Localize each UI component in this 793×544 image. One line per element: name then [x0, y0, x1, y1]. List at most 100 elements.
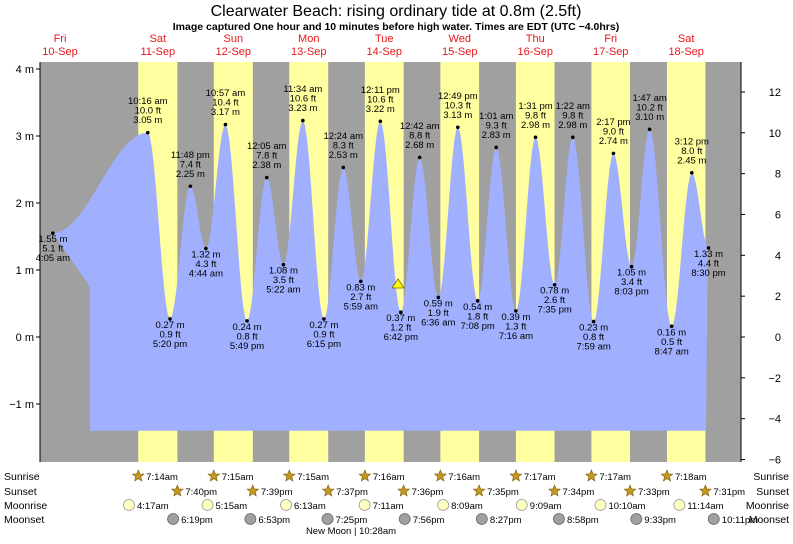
- tide-height-label: 0.59 m: [424, 299, 453, 310]
- tide-ft-label: 10.4 ft: [212, 98, 239, 109]
- left-tick-label: 3 m: [16, 131, 34, 143]
- tide-height-label: 0.27 m: [309, 320, 338, 331]
- right-tick-label: −2: [768, 373, 781, 385]
- tide-point: [378, 119, 383, 124]
- tide-point: [647, 127, 652, 132]
- tide-point: [436, 295, 441, 300]
- high-tide-label: 12:05 am7.8 ft2.38 m: [247, 141, 287, 180]
- tide-ft-label: 2.7 ft: [350, 292, 371, 303]
- tide-time-label: 7:59 am: [576, 342, 610, 353]
- tide-time-label: 12:24 am: [323, 131, 363, 142]
- tide-ft-label: 8.0 ft: [681, 146, 702, 157]
- day-name-label: Sat: [150, 33, 167, 45]
- tide-point: [570, 135, 575, 140]
- tide-time-label: 8:03 pm: [614, 287, 648, 298]
- moonset-icon: [167, 513, 180, 525]
- high-tide-label: 12:24 am8.3 ft2.53 m: [323, 131, 363, 170]
- tide-ft-label: 9.8 ft: [562, 110, 583, 121]
- tide-ft-label: 0.8 ft: [583, 332, 604, 343]
- tide-height-label: 3.13 m: [443, 110, 472, 121]
- sunrise-time: 7:17am: [524, 472, 556, 483]
- sunset-icon: [548, 484, 562, 497]
- tide-height-label: 2.83 m: [482, 130, 511, 141]
- tide-point: [51, 231, 55, 235]
- sunrise-icon: [282, 469, 296, 482]
- tide-height-label: 0.83 m: [346, 282, 375, 293]
- tide-time-label: 6:36 am: [421, 318, 455, 329]
- sunset-icon: [170, 484, 184, 497]
- low-tide-label: 0.83 m2.7 ft5:59 am: [344, 279, 378, 312]
- tide-point: [552, 282, 557, 287]
- right-tick-label: 12: [769, 87, 781, 99]
- low-tide-label: 0.27 m0.9 ft5:20 pm: [153, 317, 187, 350]
- tide-point: [494, 145, 498, 150]
- right-tick-label: 0: [775, 332, 781, 344]
- tide-height-label: 0.23 m: [579, 323, 608, 334]
- tide-ft-label: 1.8 ft: [467, 311, 488, 322]
- tide-time-label: 7:08 pm: [461, 321, 495, 332]
- right-tick-label: 2: [775, 291, 781, 303]
- sunset-time: 7:34pm: [563, 487, 595, 498]
- tide-time-label: 1:47 am: [632, 93, 666, 104]
- tide-point: [399, 310, 403, 315]
- low-tide-label: 1.05 m3.4 ft8:03 pm: [614, 264, 649, 298]
- sunrise-time: 7:15am: [222, 472, 254, 483]
- low-tide-label: 1.55 m5.1 ft4:05 am: [36, 231, 70, 264]
- tide-point: [706, 246, 711, 250]
- tide-ft-label: 0.8 ft: [236, 331, 257, 342]
- sunset-time: 7:39pm: [261, 487, 293, 498]
- day-date-label: 18-Sep: [668, 46, 703, 58]
- sunset-icon: [623, 484, 637, 497]
- tide-height-label: 3.10 m: [635, 112, 664, 123]
- moonrise-icon: [437, 499, 450, 511]
- tide-height-label: 2.53 m: [329, 150, 358, 161]
- tide-ft-label: 3.4 ft: [621, 277, 642, 288]
- tide-time-label: 4:05 am: [36, 253, 70, 264]
- tide-ft-label: 1.9 ft: [428, 308, 449, 319]
- moonrise-icon: [123, 499, 135, 511]
- day-name-label: Fri: [54, 33, 67, 45]
- moonset-icon: [321, 513, 334, 525]
- tide-point: [514, 309, 518, 313]
- row-label-left: Moonset: [4, 514, 44, 526]
- tide-ft-label: 1.3 ft: [505, 321, 526, 332]
- tide-point: [629, 264, 634, 269]
- tide-area: [52, 120, 708, 431]
- tide-time-label: 11:34 am: [283, 84, 322, 95]
- day-name-label: Sun: [224, 33, 244, 45]
- tide-height-label: 3.05 m: [133, 115, 162, 126]
- tide-height-label: 0.37 m: [386, 313, 415, 324]
- tide-time-label: 1:01 am: [479, 111, 513, 122]
- tide-time-label: 4:44 am: [189, 269, 223, 280]
- moonrise-time: 9:09am: [530, 501, 562, 512]
- low-tide-label: 0.54 m1.8 ft7:08 pm: [461, 299, 495, 332]
- low-tide-label: 0.24 m0.8 ft5:49 pm: [230, 319, 264, 352]
- high-tide-label: 1:22 am9.8 ft2.98 m: [556, 101, 590, 140]
- sunset-icon: [397, 484, 411, 497]
- tide-ft-label: 10.6 ft: [290, 94, 317, 105]
- right-tick-label: −6: [768, 455, 781, 467]
- tide-height-label: 0.27 m: [156, 320, 185, 331]
- tide-ft-label: 8.3 ft: [333, 141, 354, 152]
- row-label-right: Moonset: [749, 514, 789, 526]
- sunrise-icon: [433, 469, 447, 482]
- tide-height-label: 0.24 m: [233, 322, 262, 333]
- day-date-label: 16-Sep: [517, 46, 552, 58]
- tide-time-label: 10:57 am: [206, 88, 246, 99]
- day-date-label: 10-Sep: [42, 46, 77, 58]
- current-level-marker: [391, 278, 405, 289]
- tide-point: [475, 299, 480, 303]
- moonset-icon: [475, 513, 488, 525]
- tide-height-label: 0.39 m: [501, 312, 530, 323]
- row-label-left: Sunset: [4, 486, 37, 498]
- tide-height-label: 2.45 m: [677, 155, 706, 166]
- low-tide-label: 0.39 m1.3 ft7:16 am: [499, 309, 533, 342]
- tide-ft-label: 9.3 ft: [486, 120, 507, 131]
- high-tide-label: 2:17 pm9.0 ft2.74 m: [596, 117, 631, 156]
- tide-ft-label: 0.9 ft: [313, 329, 334, 340]
- high-tide-label: 1:31 pm9.8 ft2.98 m: [518, 101, 553, 140]
- tide-height-label: 1.33 m: [694, 249, 723, 260]
- row-label-left: Moonrise: [4, 500, 47, 512]
- moonrise-time: 8:09am: [451, 501, 483, 512]
